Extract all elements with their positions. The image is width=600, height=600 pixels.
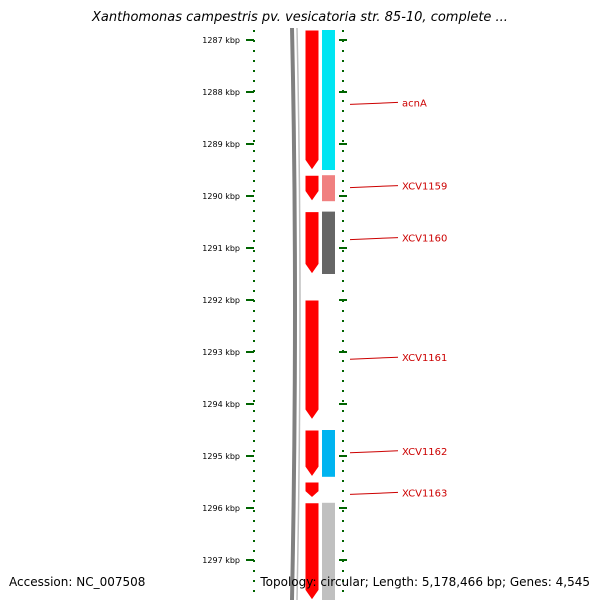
accession-text: Accession: NC_007508	[9, 575, 146, 589]
map-title: Xanthomonas campestris pv. vesicatoria s…	[92, 10, 508, 25]
gene-box	[322, 175, 335, 202]
feature-labels: acnA XCV1159 XCV1160 XCV1161 XCV1162 XCV1163	[349, 98, 447, 499]
ruler-tick-label: 1287 kbp	[202, 36, 240, 45]
cds-arrow	[304, 174, 320, 203]
cds-arrow	[304, 29, 320, 171]
gene-box	[322, 430, 335, 477]
feature-label: XCV1162	[402, 447, 447, 458]
ruler-tick-label: 1297 kbp	[202, 556, 240, 565]
ruler-tick-label: 1288 kbp	[202, 88, 240, 97]
feature-label: XCV1160	[402, 234, 447, 245]
feature-label: XCV1161	[402, 353, 447, 364]
feature-label: XCV1163	[402, 488, 447, 499]
feature-label-leader	[349, 491, 399, 495]
ruler-tick-label: 1295 kbp	[202, 452, 240, 461]
feature-label-leader	[349, 450, 399, 454]
backbone-arc	[290, 27, 297, 600]
cds-arrow	[304, 299, 320, 421]
backbone	[290, 27, 301, 600]
cds-arrow	[304, 481, 320, 499]
feature-label-leader	[349, 356, 399, 360]
backbone-arc-shadow	[296, 27, 301, 600]
feature-label-leader	[349, 101, 399, 105]
summary-text: Topology: circular; Length: 5,178,466 bp…	[260, 575, 590, 589]
ruler-tick-label: 1293 kbp	[202, 348, 240, 357]
feature-label-leader	[349, 237, 399, 241]
cds-arrow	[304, 211, 320, 275]
gene-box	[322, 211, 335, 274]
features	[304, 29, 335, 600]
gene-box	[322, 30, 335, 170]
ruler-tick-label: 1296 kbp	[202, 504, 240, 513]
gene-box	[322, 502, 335, 600]
feature-label: XCV1159	[402, 182, 447, 193]
ruler-tick-label: 1290 kbp	[202, 192, 240, 201]
feature-label-leader	[349, 185, 399, 189]
ruler-tick-label: 1289 kbp	[202, 140, 240, 149]
cds-arrow	[304, 429, 320, 478]
feature-label: acnA	[402, 98, 427, 109]
ruler-tick-label: 1291 kbp	[202, 244, 240, 253]
ruler: 1287 kbp 1288 kbp 1289 kbp 1290 kbp 1291 kbp…	[202, 30, 347, 600]
ruler-tick-label: 1292 kbp	[202, 296, 240, 305]
ruler-tick-label: 1294 kbp	[202, 400, 240, 409]
cds-arrow	[304, 502, 320, 600]
